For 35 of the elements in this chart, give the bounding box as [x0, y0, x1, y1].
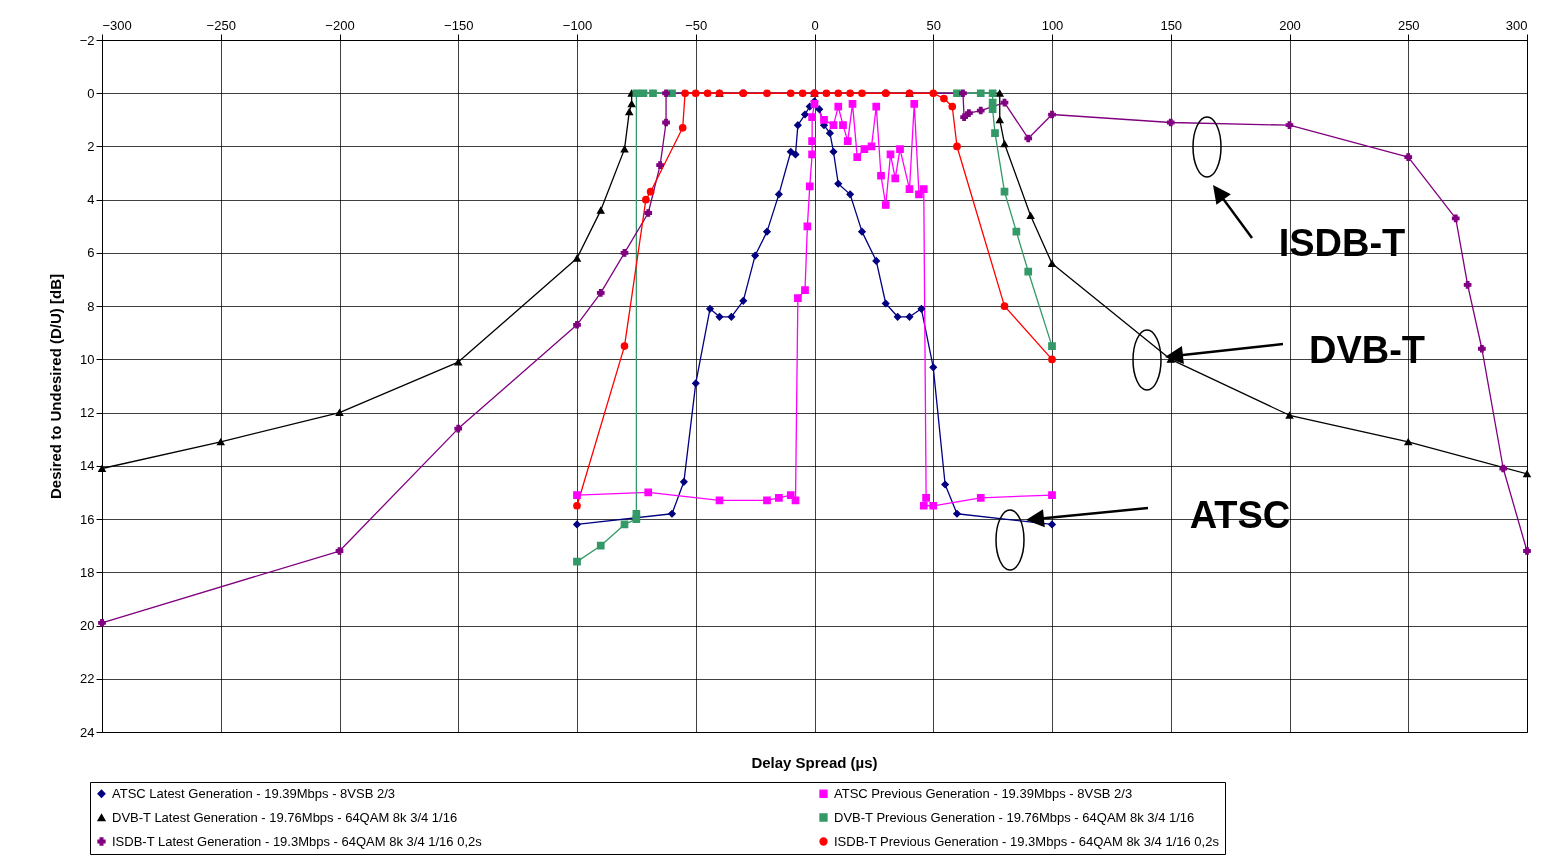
legend-label: ISDB-T Latest Generation - 19.3Mbps - 64QAM 8k 3/4 1/16 0,2s: [112, 833, 483, 849]
legend-label: ISDB-T Previous Generation - 19.3Mbps - 64QAM 8k 3/4 1/16 0,2s: [834, 833, 1220, 849]
y-tick-label: −2: [79, 32, 95, 48]
y-axis-title: Desired to Undesired (D/U) [dB]: [46, 273, 64, 500]
y-tick-label: 24: [80, 724, 95, 740]
x-tick-label: −50: [685, 17, 708, 33]
x-tick-label: −300: [102, 17, 132, 33]
y-tick-label: 18: [80, 564, 95, 580]
y-tick-label: 2: [87, 138, 95, 154]
legend-label: ATSC Previous Generation - 19.39Mbps - 8VSB 2/3: [834, 785, 1133, 801]
legend-label: DVB-T Latest Generation - 19.76Mbps - 64QAM 8k 3/4 1/16: [112, 809, 458, 825]
y-tick-label: 8: [87, 298, 95, 314]
y-tick-label: 20: [80, 618, 95, 634]
x-tick-label: −200: [325, 17, 355, 33]
legend-label: ATSC Latest Generation - 19.39Mbps - 8VSB 2/3: [112, 785, 396, 801]
y-tick-label: 14: [80, 458, 95, 474]
x-tick-label: −250: [206, 17, 236, 33]
y-tick-label: 6: [87, 245, 95, 261]
x-tick-label: 100: [1041, 17, 1064, 33]
x-tick-label: 50: [926, 17, 941, 33]
y-tick-label: 0: [87, 85, 95, 101]
y-tick-label: 10: [80, 351, 95, 367]
x-tick-label: 150: [1160, 17, 1183, 33]
x-axis-title: Delay Spread (µs): [751, 754, 878, 771]
x-tick-label: 0: [811, 17, 819, 33]
y-tick-label: 12: [80, 405, 95, 421]
y-tick-label: 16: [80, 511, 95, 527]
x-tick-label: 200: [1279, 17, 1301, 33]
y-tick-label: 22: [80, 671, 95, 687]
x-tick-label: −100: [562, 17, 593, 33]
x-tick-label: 250: [1397, 17, 1420, 33]
x-tick-label: −150: [444, 17, 474, 33]
legend-label: DVB-T Previous Generation - 19.76Mbps - 64QAM 8k 3/4 1/16: [834, 809, 1195, 825]
x-tick-label: 300: [1505, 17, 1528, 33]
y-tick-label: 4: [87, 192, 95, 208]
